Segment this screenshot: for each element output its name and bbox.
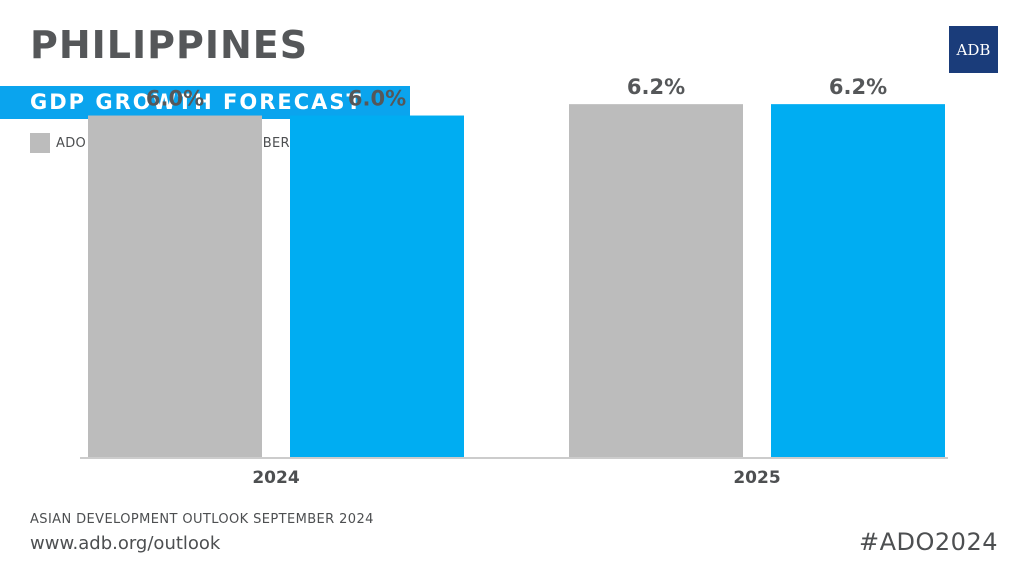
bar-2025-series-0 [569,104,743,457]
chart-subtitle: GDP GROWTH FORECAST [30,90,363,114]
adb-logo: ADB [949,26,998,73]
bar-2024-series-0 [88,115,262,457]
data-label-2025-series-0: 6.2% [627,75,685,99]
x-tick-label-2025: 2025 [733,468,780,488]
bar-2024-series-1 [290,115,464,457]
data-label-2024-series-1: 6.0% [348,87,406,111]
subtitle-banner [0,86,410,119]
data-label-2025-series-1: 6.2% [829,75,887,99]
website-link[interactable]: www.adb.org/outlook [30,533,221,554]
data-label-2024-series-0: 6.0% [146,87,204,111]
x-tick-label-2024: 2024 [252,468,299,488]
source-note: ASIAN DEVELOPMENT OUTLOOK SEPTEMBER 2024 [30,512,374,527]
page-title: PHILIPPINES [30,23,309,67]
bar-2025-series-1 [771,104,945,457]
legend-swatch-ado-april [30,133,50,153]
hashtag: #ADO2024 [859,528,998,556]
adb-logo-text: ADB [956,40,991,59]
